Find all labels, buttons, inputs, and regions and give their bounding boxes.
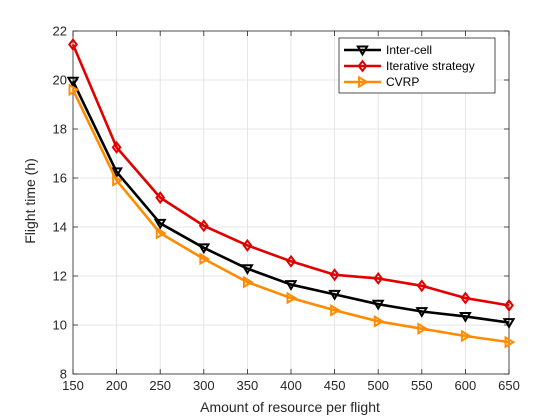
legend: Inter-cell Iterative strategy CVRP xyxy=(338,37,496,94)
data-point xyxy=(111,140,122,154)
data-point xyxy=(112,174,123,187)
legend-label: Iterative strategy xyxy=(386,59,475,73)
data-point xyxy=(330,303,341,317)
data-point xyxy=(155,226,167,240)
data-point xyxy=(371,299,385,311)
x-tick-label: 550 xyxy=(411,378,433,393)
legend-item: Inter-cell xyxy=(344,43,432,57)
data-point xyxy=(504,335,516,349)
data-point xyxy=(328,289,341,301)
x-axis-label: Amount of resource per flight xyxy=(200,399,380,415)
legend-marker xyxy=(357,59,368,73)
data-point xyxy=(415,307,429,318)
y-tick-label: 18 xyxy=(53,122,67,137)
y-tick-label: 12 xyxy=(53,269,67,284)
y-tick-label: 8 xyxy=(60,367,67,382)
data-point xyxy=(284,280,298,291)
data-point xyxy=(286,254,296,268)
x-tick-label: 400 xyxy=(280,378,302,393)
series-group xyxy=(66,37,516,349)
x-tick-label: 350 xyxy=(237,378,259,393)
data-point xyxy=(66,76,80,88)
series-line xyxy=(71,80,510,324)
data-point xyxy=(242,275,254,289)
data-point xyxy=(155,191,166,205)
data-point xyxy=(416,279,427,293)
data-point xyxy=(373,271,384,285)
legend-item: Iterative strategy xyxy=(344,59,475,73)
data-point xyxy=(68,37,78,51)
legend-marker xyxy=(356,45,369,57)
x-tick-label: 150 xyxy=(62,378,84,393)
data-point xyxy=(329,268,340,282)
series-inter-cell xyxy=(66,76,516,329)
data-point xyxy=(459,311,472,323)
x-tick-label: 650 xyxy=(498,378,520,393)
x-tick-label: 300 xyxy=(193,378,215,393)
x-tick-label: 450 xyxy=(324,378,346,393)
legend-item: CVRP xyxy=(344,75,419,89)
legend-label: CVRP xyxy=(386,75,419,89)
x-tick-label: 250 xyxy=(149,378,171,393)
y-tick-label: 14 xyxy=(53,220,67,235)
series-line xyxy=(71,89,510,344)
y-tick-label: 20 xyxy=(53,73,67,88)
data-point xyxy=(197,243,211,255)
y-tick-label: 16 xyxy=(53,171,67,186)
series-iterative-strategy xyxy=(68,37,514,312)
data-point xyxy=(502,318,516,329)
legend-marker xyxy=(358,75,369,89)
data-point xyxy=(153,218,167,230)
data-point xyxy=(68,83,80,97)
data-point xyxy=(198,219,209,233)
data-point xyxy=(417,322,429,336)
x-tick-label: 500 xyxy=(367,378,389,393)
series-line xyxy=(71,43,510,307)
y-tick-label: 10 xyxy=(53,318,67,333)
axes: 150 200 250 300 350 400 450 500 550 600 650 8 10 12 14… xyxy=(53,24,520,394)
x-tick-label: 600 xyxy=(455,378,477,393)
data-point xyxy=(460,329,472,343)
x-tick-label: 200 xyxy=(106,378,128,393)
series-cvrp xyxy=(68,83,516,349)
data-point xyxy=(504,298,514,312)
data-point xyxy=(286,291,298,305)
data-point xyxy=(241,264,254,275)
data-point xyxy=(460,291,471,305)
data-point xyxy=(110,167,123,179)
legend-label: Inter-cell xyxy=(386,43,432,57)
data-point xyxy=(242,238,253,252)
y-tick-label: 22 xyxy=(53,24,67,39)
y-axis-label: Flight time (h) xyxy=(22,158,38,244)
data-point xyxy=(373,314,385,328)
data-point xyxy=(199,252,211,266)
